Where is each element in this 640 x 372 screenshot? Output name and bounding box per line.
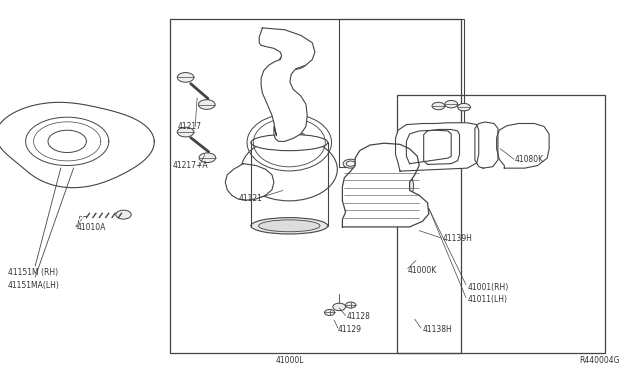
Text: 41217: 41217 [178, 122, 202, 131]
Bar [397, 95, 605, 353]
Ellipse shape [510, 137, 533, 157]
Ellipse shape [360, 164, 405, 208]
Polygon shape [259, 28, 315, 141]
Text: 41011(LH): 41011(LH) [467, 295, 507, 304]
Circle shape [324, 310, 335, 315]
Circle shape [445, 100, 458, 108]
Polygon shape [342, 143, 429, 227]
Text: 41217+A: 41217+A [173, 161, 209, 170]
Text: 41151MA(LH): 41151MA(LH) [8, 281, 60, 290]
Circle shape [177, 127, 194, 137]
Ellipse shape [479, 138, 494, 153]
Text: 41151M (RH): 41151M (RH) [8, 268, 58, 277]
Circle shape [346, 161, 355, 166]
Circle shape [432, 102, 445, 110]
Circle shape [343, 215, 358, 224]
Text: 41080K: 41080K [515, 155, 544, 164]
Circle shape [84, 151, 94, 157]
Circle shape [199, 153, 216, 163]
Circle shape [55, 121, 65, 127]
Ellipse shape [251, 134, 328, 151]
Circle shape [458, 103, 470, 111]
Text: 41010A: 41010A [77, 223, 106, 232]
Circle shape [31, 138, 42, 144]
Polygon shape [497, 124, 549, 168]
Ellipse shape [515, 128, 528, 137]
Text: 41139H: 41139H [443, 234, 473, 243]
Circle shape [346, 217, 355, 222]
Circle shape [116, 210, 131, 219]
Polygon shape [424, 129, 460, 164]
Circle shape [279, 53, 307, 70]
Text: 41128: 41128 [347, 312, 371, 321]
Circle shape [412, 161, 420, 166]
Circle shape [52, 155, 63, 161]
Circle shape [177, 73, 194, 82]
Text: 41121: 41121 [239, 194, 262, 203]
Polygon shape [396, 123, 479, 171]
Circle shape [198, 100, 215, 109]
Circle shape [89, 130, 99, 136]
Text: R440004G: R440004G [579, 356, 620, 365]
Circle shape [279, 131, 307, 148]
Circle shape [346, 302, 356, 308]
Text: 41138H: 41138H [422, 325, 452, 334]
Ellipse shape [259, 220, 320, 232]
Bar [339, 19, 464, 167]
Circle shape [343, 159, 358, 168]
Circle shape [284, 56, 302, 67]
Polygon shape [48, 130, 86, 153]
Polygon shape [26, 117, 109, 166]
Polygon shape [0, 102, 154, 188]
Circle shape [333, 303, 346, 311]
Ellipse shape [251, 218, 328, 234]
Text: 41000L: 41000L [276, 356, 304, 365]
Circle shape [408, 159, 424, 168]
Polygon shape [475, 122, 498, 168]
Ellipse shape [352, 157, 413, 215]
Text: 41000K: 41000K [408, 266, 437, 275]
Bar [170, 19, 461, 353]
Ellipse shape [241, 138, 337, 201]
Polygon shape [406, 130, 451, 164]
Text: 41129: 41129 [337, 325, 362, 334]
Text: 41001(RH): 41001(RH) [467, 283, 508, 292]
Polygon shape [225, 164, 274, 200]
Ellipse shape [481, 130, 492, 138]
Circle shape [284, 134, 302, 145]
